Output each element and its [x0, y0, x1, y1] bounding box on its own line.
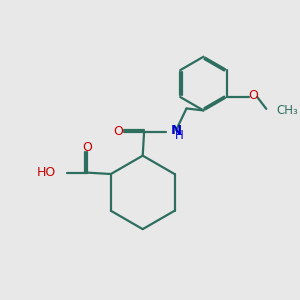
Text: H: H	[176, 129, 184, 142]
Text: O: O	[248, 89, 258, 102]
Text: O: O	[114, 124, 124, 138]
Text: CH₃: CH₃	[276, 104, 298, 117]
Text: HO: HO	[37, 166, 56, 179]
Text: O: O	[82, 141, 92, 154]
Text: N: N	[171, 124, 182, 137]
